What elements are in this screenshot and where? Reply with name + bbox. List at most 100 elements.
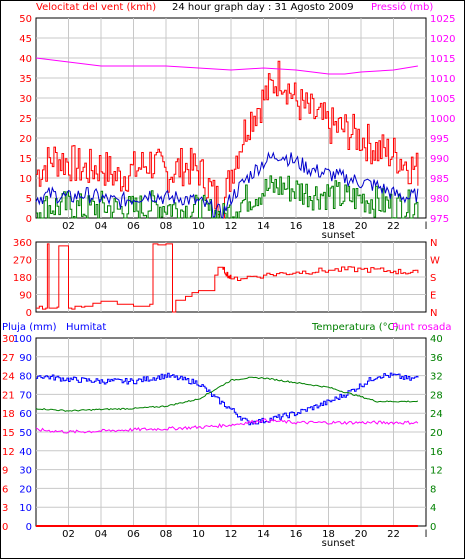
y-tick-label-left: 0 (26, 214, 32, 225)
y-tick-label-left: 20 (19, 134, 32, 145)
y-tick-label-right: 16 (430, 447, 443, 458)
graph-title: 24 hour graph day : 31 Agosto 2009 (172, 2, 354, 13)
x-tick-label: 18 (322, 221, 335, 232)
x-tick-label: 20 (355, 221, 368, 232)
rain-axis-tick-label: 30 (2, 334, 15, 345)
humidity-axis-tick-label: 10 (19, 503, 32, 514)
x-tick-label: l (425, 529, 428, 540)
y-tick-label-right: N (430, 238, 437, 249)
humidity-axis-tick-label: 70 (19, 390, 32, 401)
x-tick-label: 10 (192, 221, 205, 232)
humidity-label: Humitat (66, 322, 106, 333)
y-tick-label-left: 360 (13, 238, 32, 249)
x-tick-label: 12 (225, 529, 238, 540)
y-tick-label-right: 975 (430, 214, 449, 225)
x-tick-label: 22 (387, 221, 400, 232)
y-tick-label-left: 40 (19, 54, 32, 65)
y-tick-label-right: E (430, 291, 436, 302)
y-tick-label-right: 1020 (430, 34, 455, 45)
rain-axis-tick-label: 6 (2, 484, 8, 495)
humidity-axis-tick-label: 30 (19, 466, 32, 477)
humidity-axis-tick-label: 20 (19, 484, 32, 495)
dewpoint-series (35, 418, 419, 434)
y-tick-label-right: S (430, 273, 436, 284)
y-tick-label-right: 1015 (430, 54, 455, 65)
temperature-series (35, 376, 419, 412)
y-tick-label-left: 30 (19, 94, 32, 105)
y-tick-label-right: 36 (430, 353, 443, 364)
x-tick-label: 06 (127, 529, 140, 540)
humidity-axis-tick-label: 80 (19, 372, 32, 383)
rain-axis-tick-label: 12 (2, 447, 15, 458)
x-tick-label: 08 (160, 529, 173, 540)
wind-pressure-panel: 0510152025303540455097598098599099510001… (19, 14, 455, 241)
x-tick-label: 14 (257, 221, 270, 232)
y-tick-label-left: 0 (26, 308, 32, 319)
y-tick-label-right: 4 (430, 503, 436, 514)
wind-direction-series (36, 243, 419, 313)
y-tick-label-left: 180 (13, 273, 32, 284)
rain-axis-tick-label: 27 (2, 353, 15, 364)
wind-min-series (36, 175, 419, 219)
rain-label: Pluja (mm) (2, 322, 57, 333)
y-tick-label-right: 0 (430, 522, 436, 533)
temperature-label: Temperatura (°C) (311, 322, 399, 333)
y-tick-label-left: 10 (19, 174, 32, 185)
pressure-series (35, 57, 418, 75)
y-tick-label-left: 25 (19, 114, 32, 125)
humidity-temperature-panel: 0481216202428323640036912151821242730010… (2, 334, 443, 549)
sunset-label: sunset (322, 230, 355, 241)
y-tick-label-right: W (430, 256, 440, 267)
x-tick-label: 20 (355, 529, 368, 540)
y-tick-label-right: N (430, 308, 437, 319)
y-tick-label-right: 20 (430, 428, 443, 439)
humidity-axis-tick-label: 0 (26, 522, 32, 533)
y-tick-label-left: 270 (13, 256, 32, 267)
y-tick-label-right: 32 (430, 372, 443, 383)
wind-direction-panel: 090180270360NESWN0204060810121416182022l… (13, 238, 440, 319)
x-tick-label: 06 (127, 221, 140, 232)
y-tick-label-right: 1010 (430, 74, 455, 85)
humidity-axis-tick-label: 50 (19, 428, 32, 439)
x-tick-label: 02 (62, 529, 75, 540)
y-tick-label-right: 980 (430, 194, 449, 205)
wind-avg-series (35, 151, 419, 219)
y-tick-label-right: 1005 (430, 94, 455, 105)
pressure-label: Pressió (mb) (371, 1, 433, 13)
y-tick-label-left: 15 (19, 154, 32, 165)
x-tick-label: 22 (387, 529, 400, 540)
y-tick-label-left: 5 (26, 194, 32, 205)
x-tick-label: 16 (290, 529, 303, 540)
rain-axis-tick-label: 15 (2, 428, 15, 439)
x-tick-label: 04 (95, 221, 108, 232)
y-tick-label-right: 990 (430, 154, 449, 165)
rain-axis-tick-label: 21 (2, 390, 15, 401)
x-tick-label: 10 (192, 529, 205, 540)
y-tick-label-right: 995 (430, 134, 449, 145)
y-tick-label-left: 45 (19, 34, 32, 45)
x-tick-label: 18 (322, 529, 335, 540)
y-tick-label-right: 8 (430, 484, 436, 495)
x-tick-label: 14 (257, 529, 270, 540)
wind-gust-series (36, 60, 419, 219)
y-tick-label-left: 50 (19, 14, 32, 25)
y-tick-label-left: 90 (19, 291, 32, 302)
sunset-label: sunset (322, 538, 355, 549)
x-tick-label: 12 (225, 221, 238, 232)
x-tick-label: 02 (62, 221, 75, 232)
rain-axis-tick-label: 24 (2, 372, 15, 383)
humidity-axis-tick-label: 100 (13, 334, 32, 345)
x-tick-label: l (425, 221, 428, 232)
y-tick-label-right: 1025 (430, 14, 455, 25)
humidity-axis-tick-label: 90 (19, 353, 32, 364)
rain-axis-tick-label: 9 (2, 466, 8, 477)
dewpoint-label: Punt rosada (392, 322, 451, 333)
y-tick-label-left: 35 (19, 74, 32, 85)
y-tick-label-right: 28 (430, 390, 443, 401)
humidity-axis-tick-label: 40 (19, 447, 32, 458)
y-tick-label-right: 40 (430, 334, 443, 345)
humidity-series (36, 372, 419, 426)
y-tick-label-right: 24 (430, 409, 443, 420)
y-tick-label-right: 985 (430, 174, 449, 185)
